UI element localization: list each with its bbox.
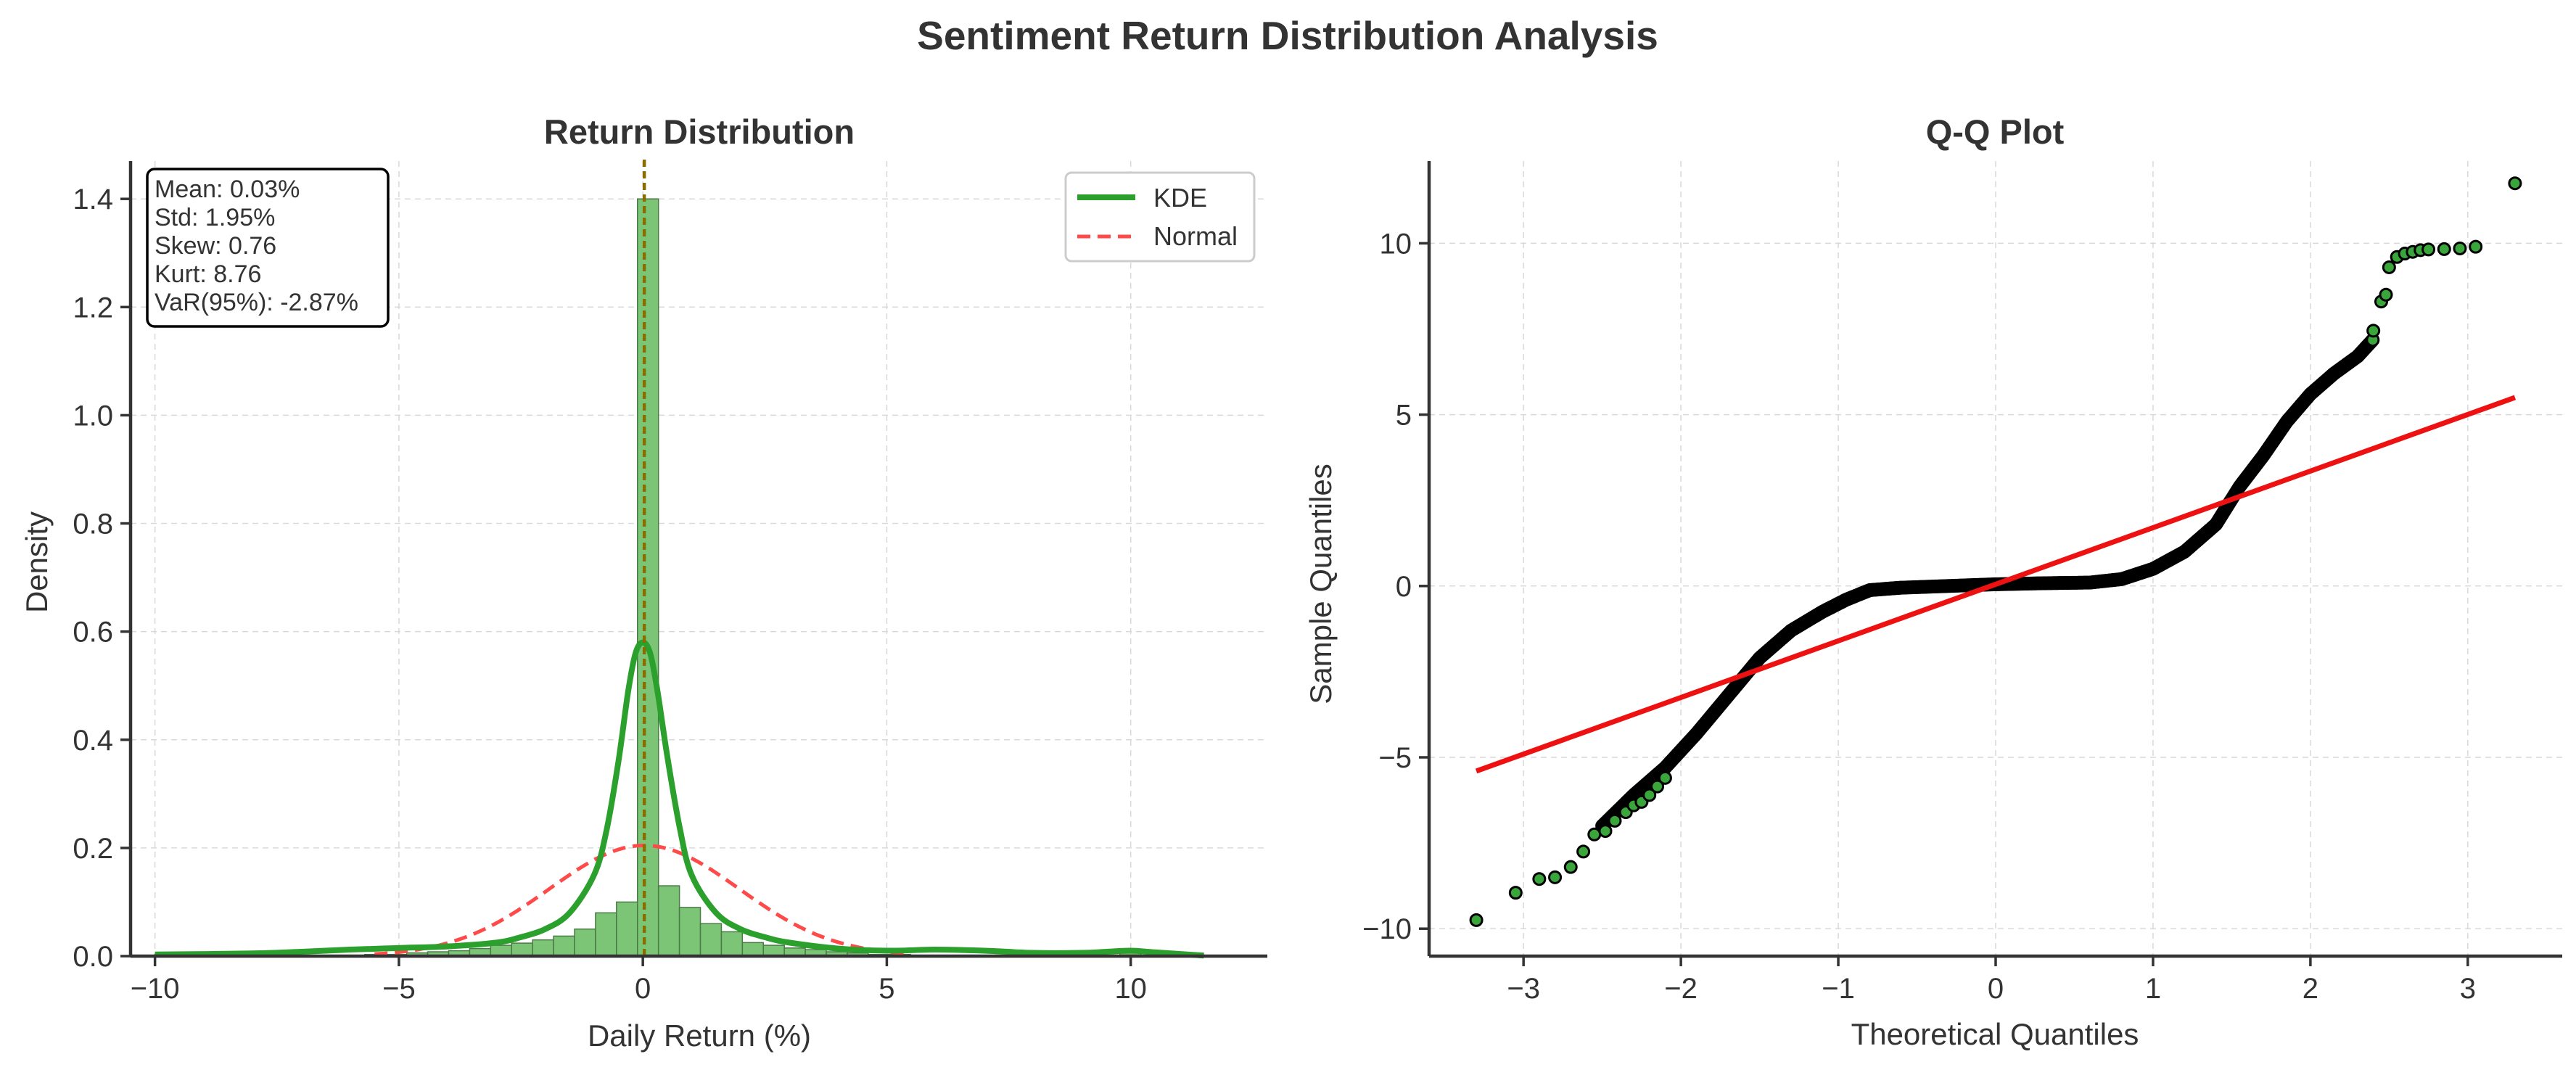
qq-reference-line bbox=[1475, 395, 2517, 774]
qq-point bbox=[1642, 788, 1657, 802]
left-y-axis-label: Density bbox=[20, 511, 54, 613]
left-y-tick-label: 0.8 bbox=[73, 509, 113, 540]
qq-point bbox=[1508, 886, 1523, 900]
left-axes: −10 −5 0 5 10 0.0 0.2 0.4 0.6 0.8 1.0 1.2 1.4 bbox=[73, 161, 1267, 1005]
qq-point bbox=[2437, 242, 2451, 256]
return-distribution-title: Return Distribution bbox=[544, 112, 855, 151]
left-y-tick-label: 0.4 bbox=[73, 725, 113, 757]
histogram-bar bbox=[741, 942, 765, 957]
qq-point bbox=[1469, 913, 1484, 927]
left-x-tick-label: 10 bbox=[1114, 973, 1147, 1005]
right-x-tick-label: −1 bbox=[1822, 973, 1855, 1005]
right-x-axis-label: Theoretical Quantiles bbox=[1851, 1017, 2139, 1051]
legend-normal-label: Normal bbox=[1153, 221, 1238, 251]
histogram-bar bbox=[574, 928, 596, 957]
qq-point bbox=[1576, 844, 1591, 859]
qq-points bbox=[1469, 176, 2522, 927]
histogram-bar bbox=[511, 942, 533, 957]
left-y-tick-label: 0.6 bbox=[73, 617, 113, 649]
qq-point bbox=[1548, 870, 1563, 884]
density-lines bbox=[155, 160, 1204, 959]
qq-point bbox=[1532, 872, 1547, 886]
histogram-bar bbox=[657, 885, 680, 957]
right-y-axis-label: Sample Quantiles bbox=[1304, 464, 1338, 704]
stats-box-frame bbox=[146, 168, 390, 328]
kde-curve bbox=[155, 639, 1204, 959]
qq-point bbox=[1608, 813, 1622, 828]
right-x-tick-label: 0 bbox=[1988, 973, 2004, 1005]
legend: KDE Normal bbox=[1064, 171, 1256, 263]
right-x-tick-label: 2 bbox=[2303, 973, 2318, 1005]
stats-var: VaR(95%): -2.87% bbox=[155, 289, 358, 316]
qq-point bbox=[1658, 770, 1672, 785]
qq-point bbox=[2379, 287, 2393, 302]
right-y-tick-label: −5 bbox=[1378, 742, 1412, 774]
qq-point bbox=[2453, 241, 2467, 255]
left-x-tick-label: −5 bbox=[382, 973, 416, 1005]
histogram-bar bbox=[699, 923, 723, 957]
qq-point bbox=[1563, 860, 1578, 874]
qq-point bbox=[2382, 260, 2396, 274]
left-x-tick-label: 0 bbox=[635, 973, 651, 1005]
qq-point bbox=[2366, 324, 2381, 338]
stats-kurt: Kurt: 8.76 bbox=[155, 260, 261, 288]
histogram-bar bbox=[616, 901, 638, 957]
figure-title: Sentiment Return Distribution Analysis bbox=[917, 13, 1658, 58]
histogram-bar bbox=[553, 935, 575, 957]
left-x-axis-label: Daily Return (%) bbox=[588, 1018, 811, 1053]
histogram-bar bbox=[720, 931, 744, 957]
histogram-bar bbox=[637, 198, 659, 957]
right-x-tick-label: 1 bbox=[2145, 973, 2161, 1005]
right-y-tick-label: 0 bbox=[1396, 571, 1412, 603]
left-x-tick-label: −10 bbox=[131, 973, 180, 1005]
stats-skew: Skew: 0.76 bbox=[155, 232, 276, 260]
histogram-bar bbox=[532, 939, 554, 957]
legend-kde-label: KDE bbox=[1153, 183, 1207, 213]
left-y-tick-label: 1.2 bbox=[73, 292, 113, 324]
qq-point bbox=[2421, 242, 2436, 257]
qq-point bbox=[2508, 176, 2522, 191]
right-y-tick-label: 10 bbox=[1380, 228, 1412, 260]
left-y-tick-label: 1.0 bbox=[73, 400, 113, 432]
stats-box: Mean: 0.03% Std: 1.95% Skew: 0.76 Kurt: … bbox=[146, 168, 390, 328]
right-y-tick-label: −10 bbox=[1362, 913, 1412, 945]
right-x-tick-label: 3 bbox=[2460, 973, 2476, 1005]
left-y-tick-label: 0.2 bbox=[73, 833, 113, 865]
stats-std: Std: 1.95% bbox=[155, 204, 275, 231]
stats-mean: Mean: 0.03% bbox=[155, 176, 300, 203]
histogram-bar bbox=[678, 907, 701, 957]
qq-point bbox=[1587, 827, 1602, 841]
histogram-bar bbox=[595, 912, 617, 957]
return-distribution-panel: Return Distribution −10 −5 0 5 10 0.0 0.2 0.4 0.… bbox=[20, 112, 1267, 1053]
left-x-tick-label: 5 bbox=[878, 973, 894, 1005]
left-y-tick-label: 0.0 bbox=[73, 941, 113, 973]
left-y-tick-label: 1.4 bbox=[73, 184, 113, 215]
right-x-tick-label: −3 bbox=[1507, 973, 1540, 1005]
right-y-tick-label: 5 bbox=[1396, 400, 1412, 432]
qq-point bbox=[1598, 824, 1613, 839]
qq-plot-title: Q-Q Plot bbox=[1926, 112, 2065, 151]
right-grid bbox=[1429, 161, 2562, 956]
qq-point bbox=[2469, 239, 2483, 254]
reference-line-segment bbox=[1475, 395, 2517, 774]
qq-point bbox=[1650, 779, 1665, 794]
right-x-tick-label: −2 bbox=[1664, 973, 1698, 1005]
